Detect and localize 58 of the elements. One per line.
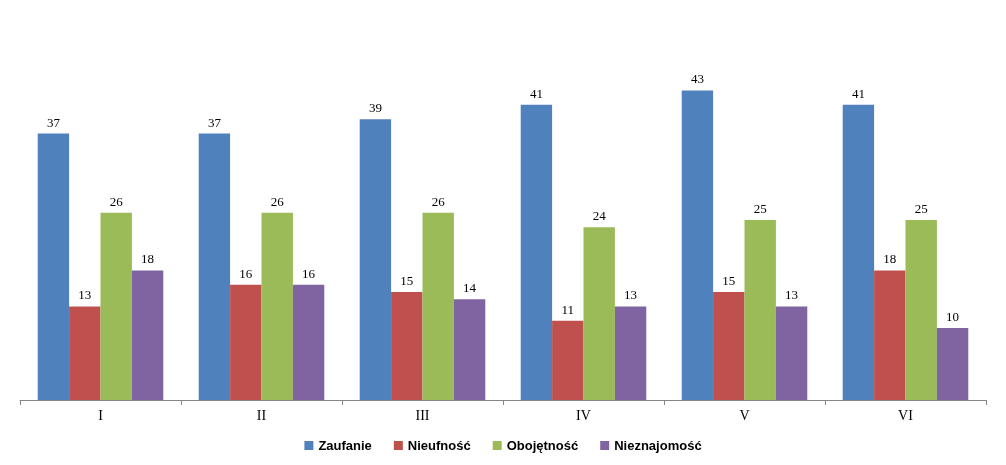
data-label: 11 bbox=[561, 301, 575, 317]
bar bbox=[936, 328, 969, 400]
bar bbox=[842, 104, 875, 400]
data-label: 26 bbox=[270, 193, 285, 209]
data-label: 13 bbox=[78, 287, 92, 303]
bar bbox=[713, 292, 745, 400]
bar bbox=[422, 212, 454, 400]
data-label: 26 bbox=[431, 193, 446, 209]
bar bbox=[198, 133, 231, 400]
bar bbox=[520, 104, 553, 400]
bar bbox=[230, 284, 262, 400]
bar bbox=[100, 212, 132, 400]
x-tick-label: I bbox=[98, 407, 104, 423]
bar bbox=[775, 306, 808, 400]
bar bbox=[359, 119, 392, 400]
data-label: 25 bbox=[753, 201, 767, 216]
bar bbox=[583, 227, 615, 400]
data-label: 15 bbox=[722, 273, 736, 288]
data-label: 26 bbox=[109, 193, 124, 209]
data-label: 39 bbox=[368, 100, 382, 116]
bar bbox=[453, 299, 486, 400]
bar bbox=[292, 284, 325, 400]
bar bbox=[905, 220, 937, 400]
bar bbox=[261, 212, 293, 400]
bar bbox=[131, 270, 164, 400]
data-label: 10 bbox=[946, 309, 960, 324]
x-tick-label: VI bbox=[898, 407, 914, 423]
data-label: 16 bbox=[302, 265, 316, 281]
data-label: 41 bbox=[851, 85, 865, 101]
bar bbox=[69, 306, 101, 400]
bar bbox=[874, 270, 906, 400]
x-tick-label: IV bbox=[576, 407, 591, 423]
data-label: 37 bbox=[207, 114, 222, 130]
bar bbox=[37, 133, 70, 400]
bar bbox=[391, 292, 423, 400]
data-label: 16 bbox=[239, 265, 253, 281]
data-label: 41 bbox=[529, 85, 543, 101]
data-label: 43 bbox=[690, 71, 704, 87]
bar bbox=[744, 220, 776, 400]
legend-label: Zaufanie bbox=[318, 438, 372, 453]
data-label: 18 bbox=[141, 251, 155, 267]
data-label: 25 bbox=[914, 201, 928, 216]
legend-label: Obojętność bbox=[506, 438, 579, 453]
legend-label: Nieznajomość bbox=[614, 438, 702, 453]
x-tick-label: III bbox=[415, 407, 430, 423]
data-label: 13 bbox=[785, 287, 799, 303]
bar bbox=[681, 90, 714, 400]
data-label: 18 bbox=[883, 251, 897, 267]
data-label: 15 bbox=[400, 273, 414, 288]
bar bbox=[614, 306, 647, 400]
data-label: 14 bbox=[463, 280, 477, 296]
x-tick-label: V bbox=[739, 407, 750, 423]
x-tick-label: II bbox=[256, 407, 267, 423]
data-label: 24 bbox=[592, 208, 607, 224]
data-label: 37 bbox=[46, 114, 61, 130]
data-label: 13 bbox=[624, 287, 638, 303]
legend-label: Nieufność bbox=[407, 438, 471, 453]
bar bbox=[552, 320, 584, 400]
